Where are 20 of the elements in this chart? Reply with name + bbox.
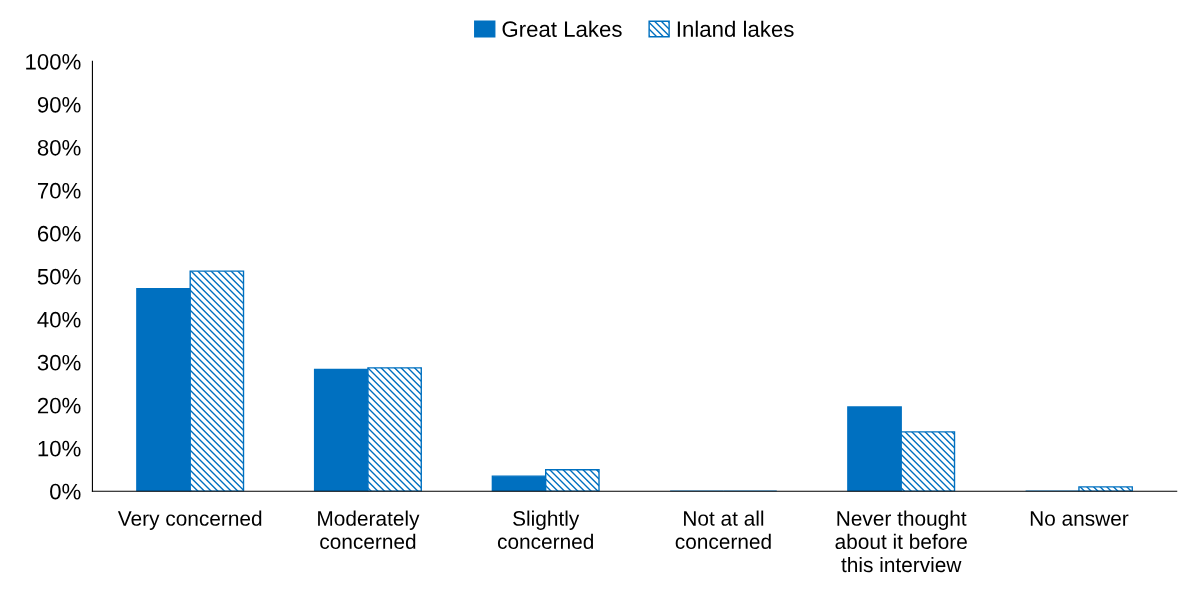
- legend-label: Inland lakes: [677, 20, 794, 38]
- x-tick-label: Not at all concerned: [675, 510, 771, 550]
- x-tick-label: Moderately concerned: [318, 510, 420, 550]
- bar: [1078, 486, 1133, 492]
- x-tick-label: Very concerned: [117, 510, 262, 530]
- x-tick-label: Never thought about it before this interview: [835, 510, 967, 573]
- y-tick-label: 0%: [50, 483, 81, 500]
- y-tick-label: 20%: [37, 397, 81, 414]
- y-tick-label: 10%: [38, 440, 81, 457]
- y-tick-label: 100%: [26, 53, 81, 70]
- x-tick-label: Slightly concerned: [497, 510, 593, 550]
- y-tick-label: 70%: [37, 182, 81, 199]
- x-tick-label: No answer: [1030, 511, 1129, 526]
- y-tick-label: 40%: [37, 311, 81, 328]
- y-tick-label: 50%: [37, 268, 81, 285]
- y-tick-label: 80%: [37, 139, 81, 156]
- y-tick-label: 30%: [37, 354, 81, 371]
- y-tick-label: 60%: [37, 225, 81, 242]
- legend-label: Great Lakes: [502, 20, 622, 38]
- y-tick-label: 90%: [37, 96, 81, 113]
